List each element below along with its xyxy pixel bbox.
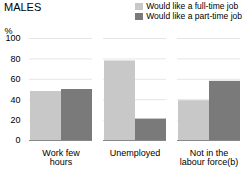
svg-text:%: %: [5, 26, 13, 36]
svg-text:Work fewhours: Work fewhours: [42, 148, 80, 167]
html-text:Would like a part-time job: Would like a part-time job: [146, 11, 242, 21]
svg-text:100: 100: [5, 33, 21, 44]
svg-text:20: 20: [10, 115, 20, 125]
svg-text:60: 60: [10, 74, 20, 84]
html-text:Would like a full-time job: Would like a full-time job: [146, 1, 239, 11]
svg-text:0: 0: [15, 135, 20, 145]
svg-text:Not in thelabour force(b): Not in thelabour force(b): [180, 148, 239, 167]
svg-text:Unemployed: Unemployed: [110, 148, 161, 158]
html-text:MALES: MALES: [4, 1, 42, 13]
svg-text:40: 40: [10, 95, 20, 105]
svg-text:80: 80: [10, 54, 20, 64]
